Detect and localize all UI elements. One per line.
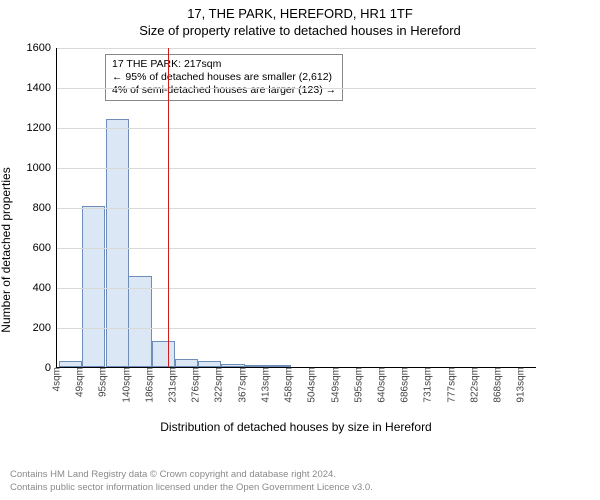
- x-tick-label: 95sqm: [98, 367, 109, 397]
- y-tick-label: 1400: [27, 82, 51, 94]
- y-tick-label: 600: [33, 242, 51, 254]
- x-tick-label: 731sqm: [423, 367, 434, 403]
- chart-container: 17, THE PARK, HEREFORD, HR1 1TF Size of …: [0, 0, 600, 500]
- plot-area: 17 THE PARK: 217sqm ← 95% of detached ho…: [56, 48, 536, 368]
- x-tick-label: 49sqm: [75, 367, 86, 397]
- x-tick-label: 868sqm: [492, 367, 503, 403]
- x-tick-label: 140sqm: [121, 367, 132, 403]
- chart-title: 17, THE PARK, HEREFORD, HR1 1TF: [0, 0, 600, 21]
- x-tick-label: 231sqm: [168, 367, 179, 403]
- x-tick-label: 640sqm: [376, 367, 387, 403]
- chart-subtitle: Size of property relative to detached ho…: [0, 21, 600, 38]
- plot-wrap: 17 THE PARK: 217sqm ← 95% of detached ho…: [56, 48, 536, 434]
- y-tick-label: 0: [45, 362, 51, 374]
- x-tick-label: 4sqm: [52, 367, 63, 391]
- footer-attribution: Contains HM Land Registry data © Crown c…: [10, 469, 373, 494]
- y-tick-label: 1600: [27, 42, 51, 54]
- y-tick-label: 400: [33, 282, 51, 294]
- gridline: [57, 48, 536, 49]
- x-tick-label: 822sqm: [469, 367, 480, 403]
- x-tick-label: 549sqm: [330, 367, 341, 403]
- annotation-box: 17 THE PARK: 217sqm ← 95% of detached ho…: [105, 54, 343, 101]
- y-tick-label: 1000: [27, 162, 51, 174]
- y-tick-label: 200: [33, 322, 51, 334]
- footer-line1: Contains HM Land Registry data © Crown c…: [10, 469, 373, 481]
- histogram-bar: [152, 341, 175, 367]
- annotation-line1: 17 THE PARK: 217sqm: [112, 58, 336, 71]
- x-tick-label: 504sqm: [307, 367, 318, 403]
- y-axis-label: Number of detached properties: [0, 167, 13, 332]
- annotation-line3: 4% of semi-detached houses are larger (1…: [112, 84, 336, 97]
- gridline: [57, 168, 536, 169]
- x-tick-label: 367sqm: [237, 367, 248, 403]
- gridline: [57, 328, 536, 329]
- x-tick-label: 595sqm: [353, 367, 364, 403]
- y-tick-label: 1200: [27, 122, 51, 134]
- x-tick-label: 413sqm: [260, 367, 271, 403]
- annotation-line2: ← 95% of detached houses are smaller (2,…: [112, 71, 336, 84]
- x-tick-label: 186sqm: [144, 367, 155, 403]
- histogram-bar: [175, 359, 198, 367]
- x-tick-label: 686sqm: [400, 367, 411, 403]
- histogram-bar: [106, 119, 129, 367]
- x-tick-label: 322sqm: [214, 367, 225, 403]
- y-tick-label: 800: [33, 202, 51, 214]
- histogram-bar: [82, 206, 105, 367]
- gridline: [57, 128, 536, 129]
- x-tick-label: 458sqm: [284, 367, 295, 403]
- x-tick-label: 777sqm: [446, 367, 457, 403]
- gridline: [57, 88, 536, 89]
- x-tick-label: 913sqm: [516, 367, 527, 403]
- gridline: [57, 288, 536, 289]
- reference-line: [168, 48, 169, 367]
- histogram-bar: [128, 276, 151, 367]
- gridline: [57, 248, 536, 249]
- x-axis-label: Distribution of detached houses by size …: [56, 420, 536, 434]
- footer-line2: Contains public sector information licen…: [10, 482, 373, 494]
- gridline: [57, 208, 536, 209]
- x-tick-label: 276sqm: [191, 367, 202, 403]
